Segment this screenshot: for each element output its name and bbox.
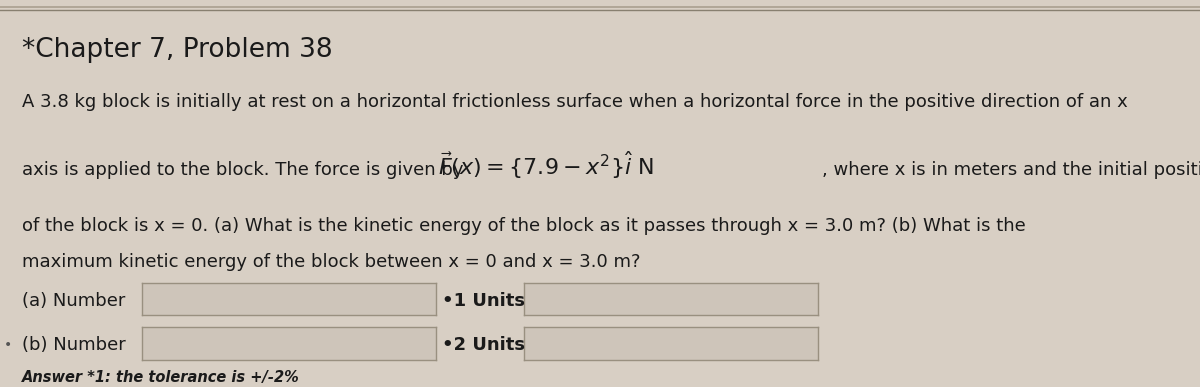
Text: Answer *1: the tolerance is +/-2%: Answer *1: the tolerance is +/-2% — [22, 370, 299, 385]
Text: $\vec{F}(x) = \left\{7.9 - x^2\right\}\hat{i}\ \mathrm{N}$: $\vec{F}(x) = \left\{7.9 - x^2\right\}\h… — [438, 149, 654, 181]
Text: maximum kinetic energy of the block between x = 0 and x = 3.0 m?: maximum kinetic energy of the block betw… — [22, 253, 640, 272]
Text: (a) Number: (a) Number — [22, 291, 125, 310]
Text: •1 Units: •1 Units — [442, 291, 524, 310]
Text: axis is applied to the block. The force is given by: axis is applied to the block. The force … — [22, 161, 469, 179]
Text: (b) Number: (b) Number — [22, 336, 125, 354]
Text: A 3.8 kg block is initially at rest on a horizontal frictionless surface when a : A 3.8 kg block is initially at rest on a… — [22, 93, 1127, 111]
Text: of the block is x = 0. (a) What is the kinetic energy of the block as it passes : of the block is x = 0. (a) What is the k… — [22, 217, 1025, 235]
Text: *Chapter 7, Problem 38: *Chapter 7, Problem 38 — [22, 37, 332, 63]
Text: , where x is in meters and the initial position: , where x is in meters and the initial p… — [822, 161, 1200, 179]
Text: •: • — [4, 338, 12, 352]
Text: •2 Units: •2 Units — [442, 336, 524, 354]
